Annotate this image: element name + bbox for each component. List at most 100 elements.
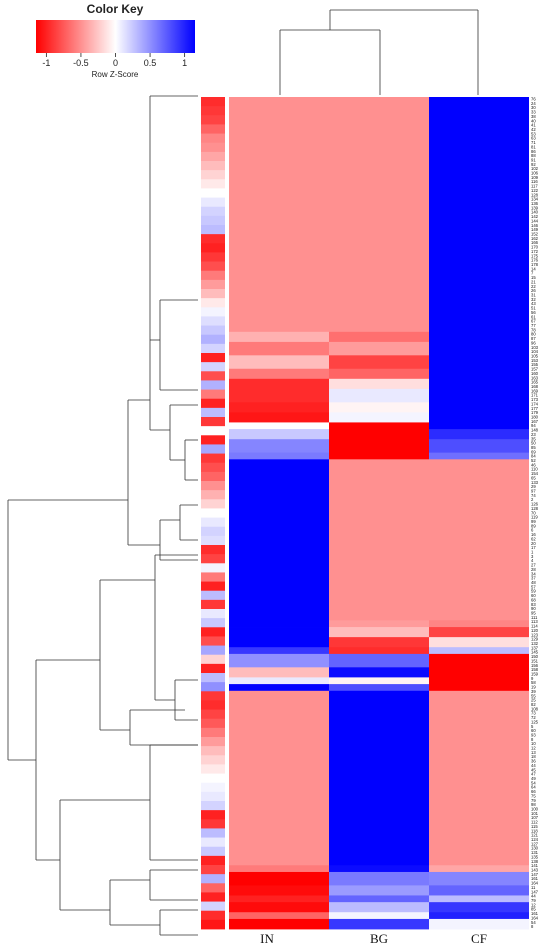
row-label: 55 — [531, 693, 536, 698]
heatmap-cell — [229, 388, 329, 403]
row-side-cell — [201, 142, 225, 153]
heatmap-cell — [229, 429, 329, 440]
row-side-cell — [201, 225, 225, 235]
row-label: 150 — [531, 654, 539, 659]
heatmap-cell — [429, 690, 529, 866]
heatmap-cell — [229, 885, 329, 896]
row-label: 140 — [531, 210, 539, 215]
row-label: 29 — [531, 484, 536, 489]
row-side-cell — [201, 919, 225, 930]
row-label: 146 — [531, 223, 539, 228]
heatmap-cell — [429, 231, 529, 333]
row-side-cell — [201, 453, 225, 464]
row-label: 96 — [531, 340, 536, 345]
row-label: 75 — [531, 793, 536, 798]
row-label: 69 — [531, 449, 536, 454]
heatmap-cell — [429, 895, 529, 903]
row-label: 169 — [531, 388, 539, 393]
heatmap-cell — [329, 895, 429, 903]
row-label: 9 — [531, 676, 534, 681]
row-label: 128 — [531, 192, 539, 197]
heatmap-cell — [329, 452, 429, 460]
row-label: 170 — [531, 245, 539, 250]
row-label: 151 — [531, 658, 539, 663]
row-side-cell — [201, 325, 225, 336]
heatmap-cell — [229, 667, 329, 678]
row-side-cell — [201, 334, 225, 345]
row-side-cell — [201, 718, 225, 729]
row-label: 12 — [531, 902, 536, 907]
heatmap-cell — [229, 459, 329, 621]
row-label: 149 — [531, 227, 539, 232]
row-label: 6 — [531, 528, 534, 533]
row-label: 179 — [531, 410, 539, 415]
row-label: 90 — [531, 606, 536, 611]
heatmap-cell — [229, 452, 329, 460]
heatmap-cell — [429, 97, 529, 232]
color-key-ticks: -1 -0.5 0 0.5 1 — [42, 53, 187, 68]
row-side-cell — [201, 627, 225, 637]
row-label: 43 — [531, 301, 536, 306]
heatmap-cell — [429, 677, 529, 685]
row-label: 28 — [531, 567, 536, 572]
row-label: 128 — [531, 506, 539, 511]
row-label: 68 — [531, 597, 536, 602]
row-label: 41 — [531, 123, 536, 128]
row-label: 122 — [531, 188, 539, 193]
heatmap-cell — [429, 653, 529, 668]
row-label: 106 — [531, 171, 539, 176]
heatmap-cell — [329, 690, 429, 866]
row-label: 22 — [531, 284, 536, 289]
row-label: 85 — [531, 907, 536, 912]
row-label: 74 — [531, 493, 536, 498]
row-label: 88 — [531, 153, 536, 158]
row-side-cell — [201, 380, 225, 390]
row-label: 21 — [531, 279, 536, 284]
row-label: 73 — [531, 711, 536, 716]
heatmap-cell — [329, 902, 429, 913]
row-label: 118 — [531, 828, 538, 833]
heatmap-cell — [429, 412, 529, 423]
row-label: 11 — [531, 885, 536, 890]
heatmap-cell — [329, 912, 429, 920]
row-side-colors — [201, 97, 225, 930]
heatmap-cell — [229, 412, 329, 423]
row-side-cell — [201, 773, 225, 784]
row-label: 60 — [531, 593, 536, 598]
row-label: 145 — [531, 650, 539, 655]
heatmap-cell — [229, 902, 329, 913]
row-label: 54 — [531, 920, 536, 925]
heatmap-cell — [429, 388, 529, 403]
row-side-cell — [201, 727, 225, 738]
row-label: 168 — [531, 384, 539, 389]
row-side-cell — [201, 709, 225, 720]
row-label: 79 — [531, 798, 536, 803]
row-side-cell — [201, 417, 225, 427]
heatmap-cell — [229, 912, 329, 920]
row-label: 107 — [531, 815, 539, 820]
heatmap-cell — [329, 97, 429, 232]
row-label: 124 — [531, 837, 539, 842]
row-side-cell — [201, 270, 225, 281]
heatmap-cell — [229, 331, 329, 343]
row-side-cell — [201, 755, 225, 765]
row-label: 162 — [531, 236, 539, 241]
heatmap-cell — [429, 459, 529, 621]
row-label: 25 — [531, 698, 536, 703]
row-side-cell — [201, 151, 225, 162]
row-side-cell — [201, 289, 225, 299]
row-side-cell — [201, 673, 225, 683]
row-side-cell — [201, 298, 225, 308]
row-label: 155 — [531, 362, 539, 367]
color-key-tick-label: -1 — [42, 58, 50, 68]
row-side-cell — [201, 371, 225, 381]
row-label: 85 — [531, 445, 536, 450]
row-label: 48 — [531, 580, 536, 585]
row-label: 119 — [531, 515, 538, 520]
row-label: 159 — [531, 671, 539, 676]
row-side-cell — [201, 398, 225, 409]
row-side-cell — [201, 462, 225, 473]
row-side-cell — [201, 737, 225, 747]
color-key-tick-label: 1 — [182, 58, 187, 68]
